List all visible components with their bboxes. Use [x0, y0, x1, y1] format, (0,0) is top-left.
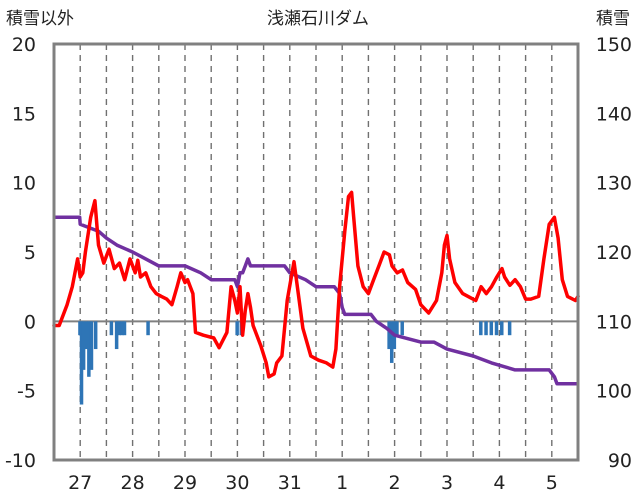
precipitation-bar: [484, 321, 488, 336]
precipitation-bar: [400, 321, 404, 336]
precipitation-bar: [120, 321, 124, 336]
right-tick-label: 150: [596, 34, 632, 56]
x-tick-label: 3: [441, 472, 453, 494]
precipitation-bar: [507, 321, 512, 336]
x-tick-label: 31: [278, 472, 302, 494]
right-axis-label: 積雪: [596, 9, 630, 29]
precipitation-bar: [89, 321, 94, 370]
right-axis-ticks: 90 100 110 120 130 140 150: [596, 34, 632, 472]
precipitation-bar: [93, 321, 98, 350]
right-tick-label: 120: [596, 242, 632, 264]
precipitation-bar: [109, 321, 114, 336]
left-tick-label: -5: [17, 381, 36, 403]
right-tick-label: 100: [596, 381, 632, 403]
x-tick-label: 4: [493, 472, 505, 494]
right-tick-label: 130: [596, 173, 632, 195]
precipitation-bar: [79, 321, 84, 405]
precipitation-bar: [387, 321, 391, 350]
left-tick-label: 15: [12, 103, 36, 125]
x-tick-label: 2: [389, 472, 401, 494]
left-tick-label: 20: [12, 34, 36, 56]
precipitation-bar: [114, 321, 119, 350]
left-tick-label: 10: [12, 173, 36, 195]
x-tick-label: 29: [173, 472, 197, 494]
plot-frame: [52, 42, 580, 462]
left-axis-ticks: -10 -5 0 5 10 15 20: [5, 34, 36, 472]
precipitation-bar: [81, 321, 86, 370]
precipitation-bar: [117, 321, 121, 336]
snow-depth-line: [54, 215, 578, 386]
left-tick-label: 5: [24, 242, 36, 264]
right-tick-label: 110: [596, 311, 632, 333]
precipitation-bar: [84, 321, 88, 350]
precipitation-bar: [489, 321, 494, 336]
precipitation-bars: [78, 321, 512, 405]
precipitation-bar: [146, 321, 150, 336]
x-tick-label: 5: [546, 472, 558, 494]
right-tick-label: 140: [596, 103, 632, 125]
x-tick-label: 28: [121, 472, 145, 494]
precipitation-bar: [235, 321, 239, 336]
precipitation-bar: [389, 321, 394, 363]
x-tick-label: 30: [225, 472, 249, 494]
precipitation-bar: [395, 321, 399, 336]
left-axis-label: 積雪以外: [6, 9, 74, 29]
chart-title: 浅瀬石川ダム: [267, 9, 369, 29]
precipitation-bar: [494, 321, 499, 336]
temperature-line: [52, 190, 580, 379]
precipitation-bar: [479, 321, 483, 336]
x-tick-label: 27: [68, 472, 92, 494]
precipitation-bar: [500, 321, 504, 336]
left-tick-label: 0: [24, 311, 36, 333]
precipitation-bar: [87, 321, 91, 377]
x-tick-label: 1: [336, 472, 348, 494]
left-tick-label: -10: [5, 450, 36, 472]
x-axis-ticks: 27 28 29 30 31 1 2 3 4 5: [68, 472, 558, 494]
right-tick-label: 90: [608, 450, 632, 472]
vertical-grid: [79, 44, 553, 460]
precipitation-bar: [122, 321, 127, 336]
